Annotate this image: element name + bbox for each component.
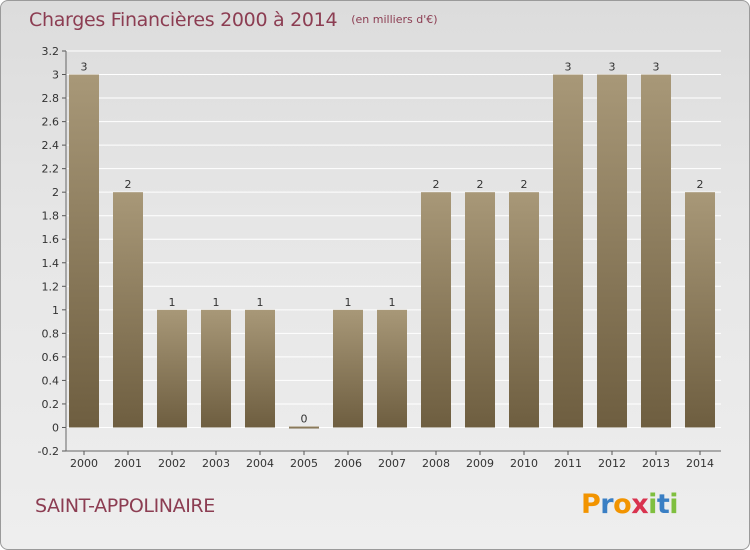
x-tick-label: 2014 [686, 457, 714, 470]
bar-2000[interactable] [69, 74, 99, 428]
data-label: 1 [389, 296, 396, 309]
y-tick-label: 0.4 [42, 374, 60, 387]
y-tick-label: 2.6 [42, 116, 60, 129]
y-tick-label: 1.6 [42, 233, 60, 246]
bars: 3 2 1 1 1 0 1 1 2 2 2 3 3 3 2 [69, 61, 715, 429]
logo-letter: i [648, 489, 657, 520]
logo-letter: o [613, 489, 632, 520]
data-label: 3 [653, 61, 660, 74]
y-tick-label: 2 [52, 186, 59, 199]
y-tick-label: 1 [52, 304, 59, 317]
y-tick-label: 0.8 [42, 327, 60, 340]
data-label: 1 [345, 296, 352, 309]
logo-letter: P [581, 489, 601, 520]
logo-letter: t [656, 489, 670, 520]
x-tick-label: 2004 [246, 457, 274, 470]
bar-2012[interactable] [597, 74, 627, 428]
x-tick-label: 2012 [598, 457, 626, 470]
y-tick-label: -0.2 [38, 445, 59, 458]
data-label: 2 [477, 178, 484, 191]
data-label: 1 [257, 296, 264, 309]
data-label: 0 [301, 412, 308, 425]
y-tick-label: 1.2 [42, 280, 60, 293]
data-label: 1 [169, 296, 176, 309]
logo-letter: x [631, 489, 649, 520]
y-tick-label: 1.4 [42, 257, 60, 270]
bar-2005[interactable] [289, 426, 319, 429]
x-tick-label: 2007 [378, 457, 406, 470]
x-tick-label: 2000 [70, 457, 98, 470]
data-label: 3 [565, 61, 572, 74]
x-tick-label: 2013 [642, 457, 670, 470]
location-name: SAINT-APPOLINAIRE [35, 495, 215, 517]
bar-2013[interactable] [641, 74, 671, 428]
y-tick-label: 2.2 [42, 163, 60, 176]
x-tick-label: 2006 [334, 457, 362, 470]
chart-title-text: Charges Financières 2000 à 2014 [29, 9, 338, 31]
bar-2006[interactable] [333, 309, 363, 428]
data-label: 3 [81, 61, 88, 74]
x-tick-label: 2005 [290, 457, 318, 470]
chart-title: Charges Financières 2000 à 2014 (en milli… [29, 9, 438, 31]
y-tick-label: 3 [52, 69, 59, 82]
data-label: 2 [433, 178, 440, 191]
y-tick-label: 2.4 [42, 139, 60, 152]
x-tick-label: 2001 [114, 457, 142, 470]
x-tick-label: 2008 [422, 457, 450, 470]
x-tick-label: 2009 [466, 457, 494, 470]
bar-2004[interactable] [245, 309, 275, 428]
chart-subtitle: (en milliers d'€) [351, 13, 438, 26]
x-tick-label: 2002 [158, 457, 186, 470]
x-tick-label: 2010 [510, 457, 538, 470]
bar-2010[interactable] [509, 192, 539, 428]
data-label: 2 [125, 178, 132, 191]
data-label: 1 [213, 296, 220, 309]
y-tick-label: 2.8 [42, 92, 60, 105]
y-tick-label: 0.2 [42, 398, 60, 411]
bar-2008[interactable] [421, 192, 451, 428]
data-label: 2 [697, 178, 704, 191]
bar-2007[interactable] [377, 309, 407, 428]
data-label: 3 [609, 61, 616, 74]
x-tick-label: 2011 [554, 457, 582, 470]
y-axis: -0.2 0 0.2 0.4 0.6 0.8 1 1.2 1.4 1.6 1.8 2 2.2 2.4 2.6… [38, 45, 721, 458]
proxiti-logo[interactable]: Proxiti [581, 489, 679, 520]
bar-2002[interactable] [157, 309, 187, 428]
bar-2003[interactable] [201, 309, 231, 428]
x-axis: 2000 2001 2002 2003 2004 2005 2006 2007 2008 2009… [70, 451, 714, 470]
y-tick-label: 1.8 [42, 210, 60, 223]
data-label: 2 [521, 178, 528, 191]
bar-2009[interactable] [465, 192, 495, 428]
y-tick-label: 3.2 [42, 45, 60, 58]
x-tick-label: 2003 [202, 457, 230, 470]
y-tick-label: 0.6 [42, 351, 60, 364]
logo-letter: r [600, 489, 614, 520]
bar-2011[interactable] [553, 74, 583, 428]
y-tick-label: 0 [52, 421, 59, 434]
bar-2001[interactable] [113, 192, 143, 428]
logo-letter: i [669, 489, 679, 520]
bar-2014[interactable] [685, 192, 715, 428]
